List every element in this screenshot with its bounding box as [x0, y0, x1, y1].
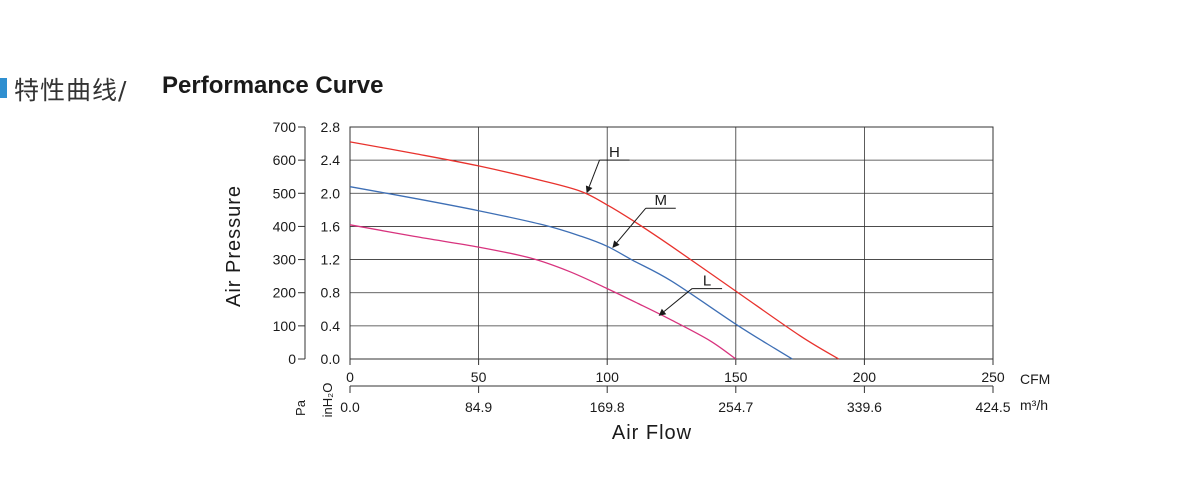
y-tick-label-pa: 700: [273, 119, 297, 135]
x-tick-label-m3h: 0.0: [340, 399, 360, 415]
x-tick-label-cfm: 150: [724, 369, 748, 385]
label-arrowhead: [612, 240, 620, 248]
x-tick-label-m3h: 424.5: [975, 399, 1010, 415]
label-arrowhead: [585, 185, 593, 194]
grid: [349, 126, 994, 360]
heading-accent-bar: [0, 78, 7, 98]
y-tick-label-pa: 100: [273, 318, 297, 334]
unit-inh2o-label: inH₂O: [320, 383, 335, 418]
x-tick-label-m3h: 254.7: [718, 399, 753, 415]
y-tick-label-inh2o: 2.0: [321, 185, 341, 201]
curve-l: [349, 224, 737, 360]
y-tick-label-pa: 200: [273, 285, 297, 301]
y-tick-label-inh2o: 1.2: [321, 252, 341, 268]
y-tick-label-inh2o: 0.4: [321, 318, 341, 334]
curve-label: L: [703, 273, 711, 290]
x-axis-title: Air Flow: [612, 422, 692, 444]
x-tick-label-m3h: 339.6: [847, 399, 882, 415]
curve-label: M: [655, 192, 668, 209]
y-tick-label-pa: 400: [273, 218, 297, 234]
x-tick-label-cfm: 100: [596, 369, 620, 385]
plot-frame: [349, 126, 994, 360]
label-arrowhead: [658, 308, 667, 316]
curve-h: [349, 141, 840, 360]
axes: 0.000.41000.82001.23001.64002.05002.4600…: [273, 119, 1011, 415]
y-tick-label-inh2o: 0.8: [321, 285, 341, 301]
x-tick-label-cfm: 200: [853, 369, 877, 385]
y-tick-label-inh2o: 1.6: [321, 218, 341, 234]
x-tick-label-cfm: 50: [471, 369, 487, 385]
heading-title-cn: 特性曲线/: [14, 76, 128, 105]
unit-cfm-label: CFM: [1020, 371, 1050, 387]
y-tick-label-pa: 300: [273, 252, 297, 268]
unit-m3h-label: m³/h: [1020, 397, 1048, 413]
y-axis-title: Air Pressure: [223, 185, 245, 307]
x-tick-label-m3h: 84.9: [465, 399, 492, 415]
y-tick-label-inh2o: 2.8: [321, 119, 341, 135]
y-tick-label-pa: 0: [288, 351, 296, 367]
y-tick-label-pa: 500: [273, 185, 297, 201]
x-tick-label-m3h: 169.8: [590, 399, 625, 415]
curve-m: [349, 186, 793, 360]
series: [349, 141, 840, 360]
x-tick-label-cfm: 250: [981, 369, 1005, 385]
label-leader-line: [588, 159, 600, 187]
annotations: H M L: [585, 144, 723, 316]
label-leader-line: [663, 288, 693, 312]
y-tick-label-inh2o: 0.0: [321, 351, 341, 367]
x-tick-label-cfm: 0: [346, 369, 354, 385]
curve-label: H: [609, 144, 620, 161]
y-tick-label-inh2o: 2.4: [321, 152, 341, 168]
unit-pa-label: Pa: [293, 399, 308, 416]
section-heading: 特性曲线/ Performance Curve: [0, 68, 700, 108]
heading-title-en: Performance Curve: [162, 72, 384, 99]
label-leader-line: [616, 207, 647, 243]
y-tick-label-pa: 600: [273, 152, 297, 168]
